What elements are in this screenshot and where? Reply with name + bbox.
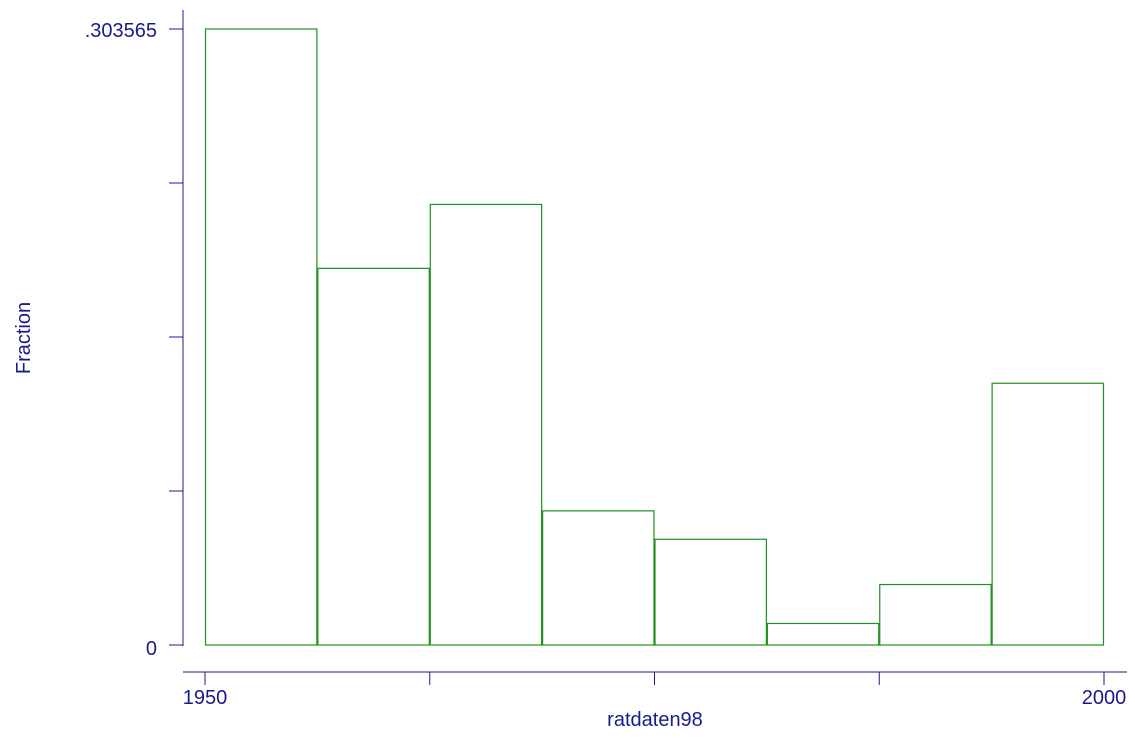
histogram-bar-5 bbox=[654, 538, 767, 646]
bars-group bbox=[204, 28, 1105, 646]
y-ticks-group bbox=[169, 28, 183, 646]
histogram-bar-1 bbox=[204, 28, 318, 646]
y-axis-title: Fraction bbox=[13, 302, 35, 374]
y-tick-label-top: .303565 bbox=[85, 20, 157, 42]
x-tick-label-right: 2000 bbox=[1082, 687, 1127, 709]
histogram-bar-4 bbox=[542, 510, 655, 646]
x-axis-title: ratdaten98 bbox=[607, 709, 703, 731]
histogram-bar-3 bbox=[429, 203, 543, 646]
x-ticks-group bbox=[204, 672, 1105, 685]
y-tick-label-bottom: 0 bbox=[146, 638, 157, 660]
histogram-bar-2 bbox=[317, 267, 430, 646]
x-tick-label-left: 1950 bbox=[183, 687, 228, 709]
histogram-bar-6 bbox=[766, 622, 880, 646]
histogram-bar-7 bbox=[879, 583, 992, 646]
histogram-bar-8 bbox=[991, 382, 1105, 646]
